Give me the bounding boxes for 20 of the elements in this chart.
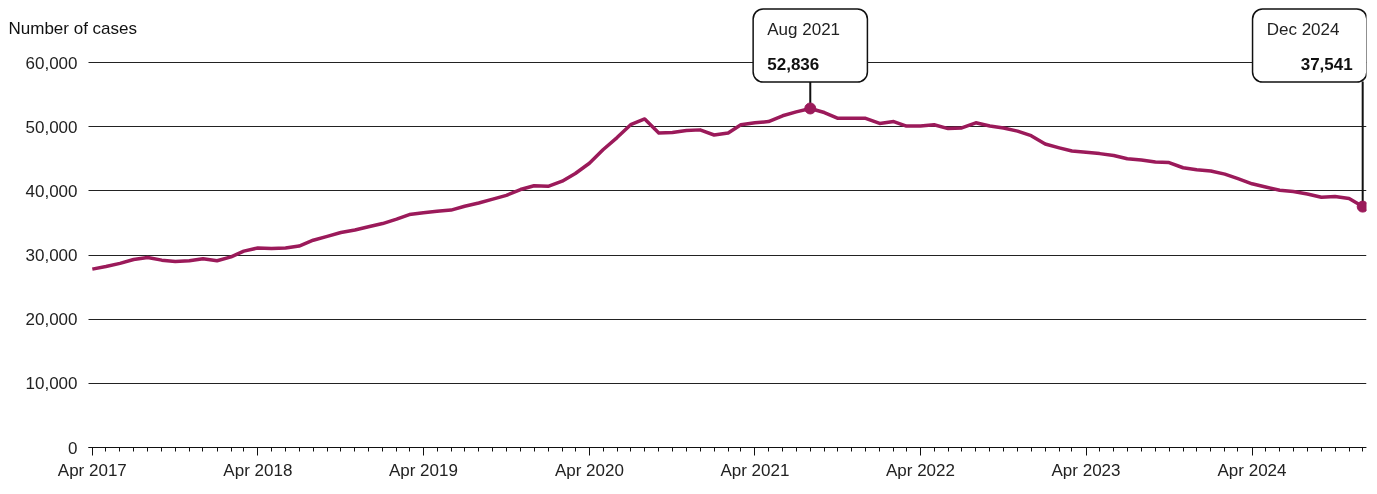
y-tick-label: 30,000 xyxy=(25,246,78,265)
x-tick-label: Apr 2023 xyxy=(1051,460,1121,480)
y-tick-label: 10,000 xyxy=(25,374,78,394)
x-tick-label: Apr 2020 xyxy=(554,460,624,480)
text: Aug 2021 xyxy=(767,19,841,39)
x-tick-label: Apr 2022 xyxy=(885,460,955,480)
y-tick-label: 20,000 xyxy=(25,310,78,330)
x-tick-label: Apr 2018 xyxy=(223,460,293,480)
text: Dec 2024 xyxy=(1266,19,1340,39)
x-tick-label: Apr 2017 xyxy=(57,460,127,480)
y-tick-label: 40,000 xyxy=(25,181,78,201)
x-tick-label: Apr 2021 xyxy=(720,460,790,480)
x-tick-label: Apr 2024 xyxy=(1217,460,1287,480)
y-tick-label: 50,000 xyxy=(25,117,78,137)
x-tick-label: Apr 2019 xyxy=(388,460,458,480)
data-label: 37,541 xyxy=(1300,54,1353,74)
y-tick-label: 0 xyxy=(68,438,78,458)
data-label: 52,836 xyxy=(767,54,820,74)
y-axis-title: Number of cases xyxy=(8,18,137,38)
y-tick-label: 60,000 xyxy=(25,53,78,73)
